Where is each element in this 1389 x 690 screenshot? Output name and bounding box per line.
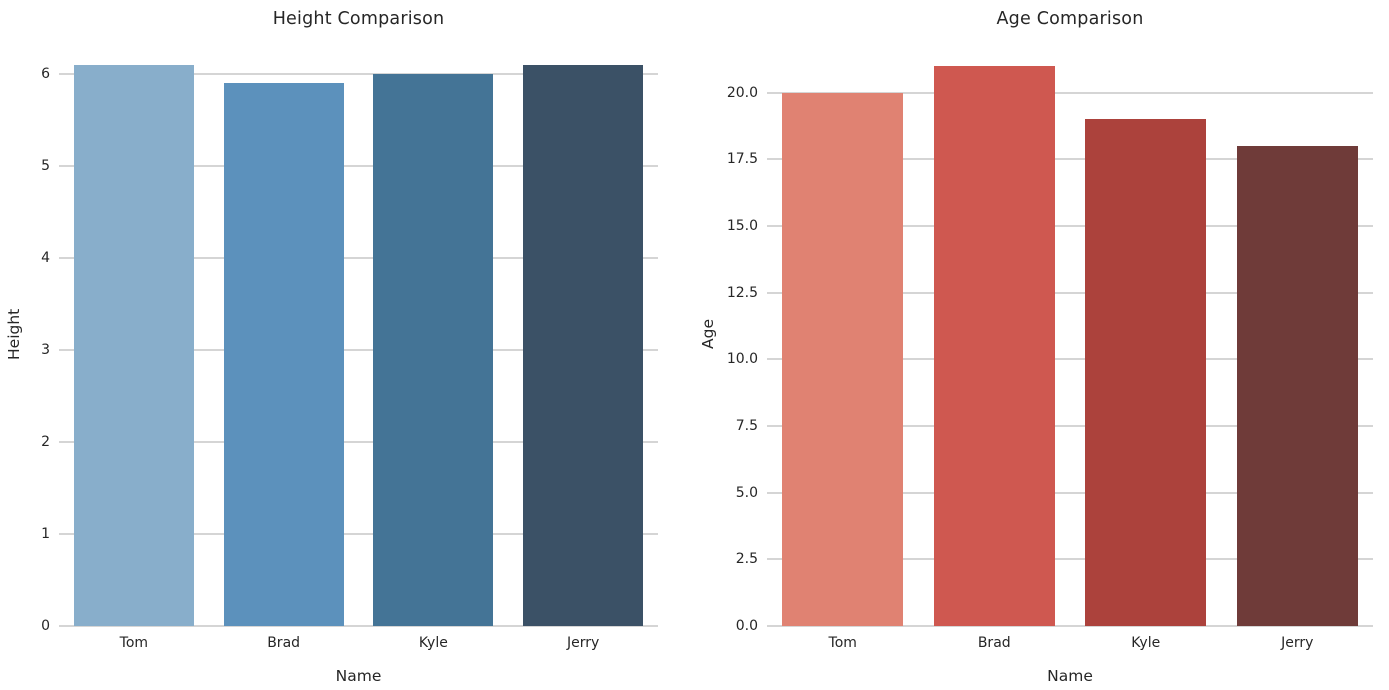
bar-tom [73,65,194,626]
x-tick-label: Kyle [418,635,448,651]
y-tick-label: 5.0 [735,484,758,501]
y-axis-label: Age [699,319,717,349]
x-tick-label: Brad [267,635,301,651]
bar-kyle [373,74,494,626]
y-tick-label: 5 [41,158,50,175]
x-tick-label: Jerry [566,635,600,651]
y-tick-label: 10.0 [726,351,758,368]
x-tick-label: Kyle [1131,635,1161,651]
chart-title: Height Comparison [272,9,445,29]
y-tick-label: 0 [41,618,50,634]
x-tick-label: Jerry [1281,635,1314,651]
gridline [767,625,1373,627]
plot-area: 0 1 2 3 4 5 6 Tom Brad Kyle Jerry [41,42,658,651]
gridline [767,291,1373,294]
y-tick-label: 17.5 [726,151,758,168]
y-tick-label: 1 [41,526,50,543]
bar-kyle [1085,119,1207,626]
y-tick-label: 2.5 [735,551,758,568]
gridline [767,158,1373,161]
gridline [59,349,658,352]
gridline [59,257,658,260]
y-tick-label: 0.0 [735,618,758,634]
y-tick-label: 4 [41,250,50,267]
bar-brad [933,66,1055,626]
plot-area: 0.0 2.5 5.0 7.5 10.0 12.5 15.0 17.5 20.0 Tom Brad K… [727,42,1373,651]
chart-title: Age Comparison [996,9,1144,29]
x-tick-label: Tom [828,635,857,651]
y-tick-label: 20.0 [726,84,758,101]
age-comparison-chart: Age Comparison Age 0.0 2.5 5.0 7.5 10.0 12.5 1… [694,0,1389,690]
y-axis-label: Height [5,308,23,360]
y-tick-label: 6 [41,66,50,83]
gridline [59,533,658,536]
gridline [767,91,1373,94]
gridline [767,425,1373,427]
gridline [59,625,658,627]
y-tick-label: 7.5 [735,418,758,434]
y-tick-label: 12.5 [726,284,758,301]
x-axis-label: Name [1047,667,1093,685]
gridline [59,441,658,444]
y-tick-label: 15.0 [726,218,758,234]
gridline [767,558,1373,561]
gridline [767,491,1373,494]
y-tick-label: 3 [41,342,50,359]
bar-tom [782,92,904,626]
bar-jerry [523,65,644,626]
x-axis-label: Name [335,667,382,685]
x-tick-label: Brad [977,635,1011,651]
height-comparison-chart: Height Comparison Height 0 1 2 3 4 5 6 Tom Brad K… [0,0,694,690]
gridline [767,358,1373,361]
gridline [767,225,1373,227]
gridline [59,73,658,76]
bar-brad [223,83,344,626]
gridline [59,165,658,168]
bar-jerry [1236,146,1358,626]
y-tick-label: 2 [41,434,50,451]
x-tick-label: Tom [119,635,149,651]
